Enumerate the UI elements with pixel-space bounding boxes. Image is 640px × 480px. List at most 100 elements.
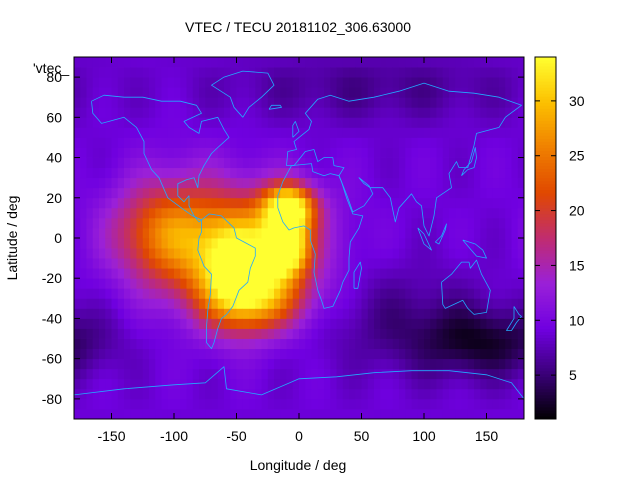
heatmap-cell	[361, 278, 369, 289]
heatmap-cell	[267, 97, 275, 108]
heatmap-cell	[511, 177, 519, 189]
heatmap-cell	[167, 308, 175, 319]
heatmap-cell	[336, 268, 344, 279]
heatmap-cell	[436, 147, 444, 158]
heatmap-cell	[392, 398, 400, 410]
heatmap-cell	[136, 268, 144, 279]
heatmap-cell	[211, 97, 219, 108]
heatmap-cell	[186, 77, 194, 88]
heatmap-cell	[274, 358, 281, 370]
heatmap-cell	[386, 408, 394, 420]
heatmap-cell	[274, 308, 281, 319]
heatmap-cell	[324, 207, 331, 219]
colorbar-swatch	[535, 406, 556, 411]
heatmap-cell	[480, 97, 487, 108]
heatmap-cell	[430, 197, 437, 209]
heatmap-cell	[342, 308, 350, 319]
heatmap-cell	[286, 258, 294, 269]
heatmap-cell	[455, 217, 462, 229]
heatmap-cell	[305, 338, 312, 350]
heatmap-cell	[449, 177, 456, 189]
heatmap-cell	[280, 77, 287, 88]
heatmap-cell	[142, 298, 150, 309]
heatmap-cell	[74, 207, 81, 219]
heatmap-cell	[230, 187, 237, 199]
heatmap-cell	[261, 207, 269, 219]
heatmap-cell	[192, 308, 200, 319]
heatmap-cell	[80, 217, 87, 229]
heatmap-cell	[130, 378, 137, 390]
heatmap-cell	[86, 167, 94, 179]
heatmap-cell	[399, 308, 406, 319]
heatmap-cell	[267, 147, 275, 158]
heatmap-cell	[317, 398, 325, 410]
heatmap-cell	[380, 328, 387, 339]
heatmap-cell	[361, 398, 369, 410]
heatmap-cell	[242, 308, 250, 319]
heatmap-cell	[261, 217, 269, 229]
heatmap-cell	[105, 187, 112, 199]
heatmap-cell	[411, 398, 419, 410]
heatmap-cell	[367, 268, 375, 279]
heatmap-cell	[180, 238, 187, 249]
heatmap-cell	[436, 57, 444, 68]
heatmap-cell	[467, 97, 475, 108]
heatmap-cell	[336, 238, 344, 249]
heatmap-cell	[324, 368, 331, 380]
heatmap-cell	[311, 177, 319, 189]
heatmap-cell	[492, 167, 500, 179]
heatmap-cell	[374, 318, 381, 329]
heatmap-cell	[305, 157, 312, 169]
heatmap-cell	[499, 288, 506, 299]
heatmap-cell	[74, 348, 81, 360]
heatmap-cell	[467, 348, 475, 360]
heatmap-cell	[124, 217, 131, 229]
heatmap-cell	[236, 258, 244, 269]
heatmap-cell	[486, 408, 494, 420]
heatmap-cell	[274, 177, 281, 189]
heatmap-cell	[517, 358, 525, 370]
heatmap-cell	[417, 268, 425, 279]
heatmap-cell	[467, 278, 475, 289]
heatmap-cell	[117, 298, 125, 309]
heatmap-cell	[336, 358, 344, 370]
heatmap-cell	[261, 117, 269, 128]
heatmap-cell	[155, 77, 162, 88]
heatmap-cell	[80, 177, 87, 189]
heatmap-cell	[311, 137, 319, 148]
heatmap-cell	[130, 358, 137, 370]
heatmap-cell	[324, 57, 331, 68]
colorbar-swatch	[535, 231, 556, 236]
heatmap-cell	[274, 298, 281, 309]
heatmap-cell	[205, 358, 212, 370]
colorbar-swatch	[535, 349, 556, 354]
heatmap-cell	[449, 97, 456, 108]
heatmap-cell	[261, 248, 269, 259]
colorbar-swatch	[535, 385, 556, 390]
heatmap-cell	[342, 137, 350, 148]
heatmap-cell	[299, 408, 306, 420]
heatmap-cell	[430, 268, 437, 279]
heatmap-cell	[136, 288, 144, 299]
heatmap-cell	[467, 127, 475, 138]
heatmap-cell	[280, 147, 287, 158]
heatmap-cell	[80, 398, 87, 410]
heatmap-cell	[367, 67, 375, 78]
heatmap-cell	[261, 177, 269, 189]
heatmap-cell	[124, 187, 131, 199]
heatmap-cell	[399, 368, 406, 380]
heatmap-cell	[486, 157, 494, 169]
heatmap-cell	[342, 67, 350, 78]
heatmap-cell	[392, 147, 400, 158]
heatmap-cell	[86, 107, 94, 118]
heatmap-cell	[80, 318, 87, 329]
heatmap-cell	[305, 107, 312, 118]
heatmap-cell	[511, 127, 519, 138]
heatmap-cell	[86, 217, 94, 229]
heatmap-cell	[261, 348, 269, 360]
heatmap-cell	[499, 268, 506, 279]
heatmap-cell	[299, 278, 306, 289]
colorbar-swatch	[535, 289, 556, 293]
heatmap-cell	[349, 117, 356, 128]
heatmap-cell	[111, 117, 119, 128]
